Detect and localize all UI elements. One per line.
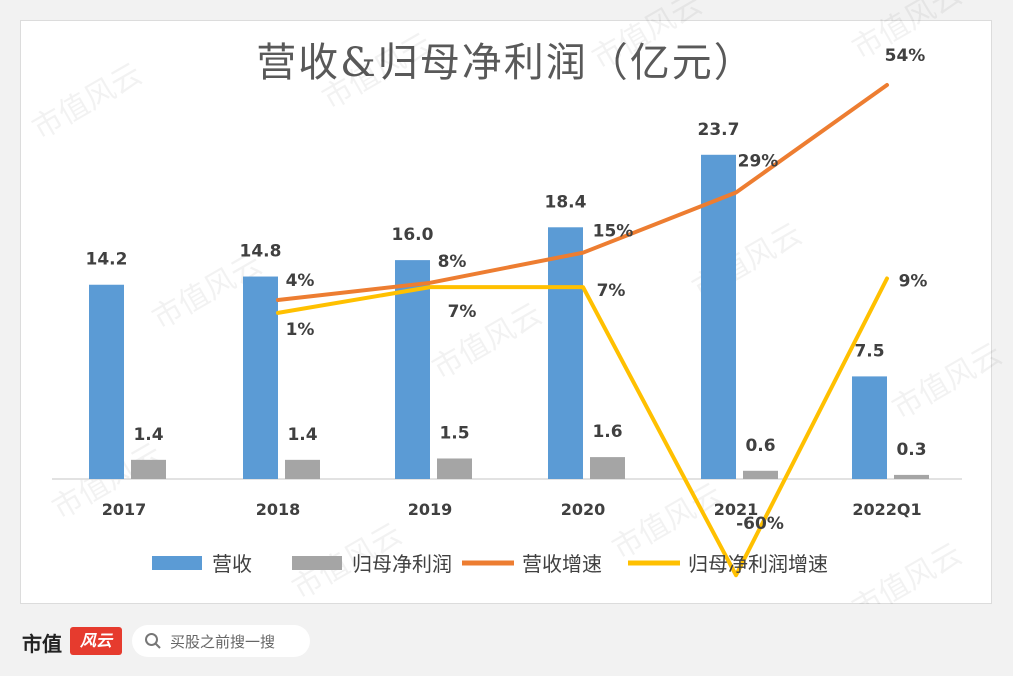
bar-revenue-label: 7.5 — [854, 341, 884, 361]
bar-profit — [743, 470, 778, 479]
legend-label: 归母净利润增速 — [688, 552, 828, 576]
bar-profit — [894, 474, 929, 479]
legend-swatch — [292, 556, 342, 570]
profit-growth-label: 1% — [286, 320, 315, 340]
watermark-text: 市值风云 — [317, 27, 438, 117]
bar-revenue — [395, 260, 430, 479]
bar-profit — [437, 458, 472, 479]
bar-revenue-label: 14.2 — [86, 250, 128, 270]
bar-revenue — [243, 276, 278, 479]
search-placeholder: 买股之前搜一搜 — [170, 633, 276, 651]
bar-revenue-label: 23.7 — [698, 120, 740, 140]
x-tick-label: 2021 — [714, 500, 759, 519]
profit-growth-line — [276, 276, 889, 578]
revenue-growth-label: 54% — [885, 46, 926, 66]
revenue-growth-label: 4% — [286, 271, 315, 291]
watermark-text: 市值风云 — [427, 297, 548, 387]
brand-name[interactable]: 市值 — [22, 632, 62, 656]
bar-profit-label: 0.3 — [896, 440, 926, 460]
watermark-text: 市值风云 — [587, 0, 708, 77]
x-tick-label: 2022Q1 — [852, 500, 921, 519]
profit-growth-label: 9% — [899, 272, 928, 292]
x-tick-label: 2020 — [561, 500, 606, 519]
bar-revenue — [852, 376, 887, 479]
bar-profit-label: 1.5 — [439, 423, 469, 443]
legend-label: 营收增速 — [522, 552, 602, 576]
search-box[interactable]: 买股之前搜一搜 — [132, 625, 310, 657]
bar-profit-label: 1.6 — [592, 422, 622, 442]
profit-growth-label: 7% — [597, 281, 626, 301]
legend-label: 归母净利润 — [352, 552, 452, 576]
x-tick-label: 2017 — [102, 500, 147, 519]
bar-revenue — [701, 154, 736, 479]
bar-profit-label: 0.6 — [745, 436, 775, 456]
revenue-growth-label: 29% — [738, 152, 779, 172]
revenue-growth-label: 15% — [593, 222, 634, 242]
x-tick-label: 2019 — [408, 500, 453, 519]
watermark-text: 市值风云 — [27, 57, 148, 147]
profit-growth-label: 7% — [448, 302, 477, 322]
bar-revenue-label: 14.8 — [240, 242, 282, 262]
legend-swatch — [152, 556, 202, 570]
bar-profit — [285, 459, 320, 479]
revenue-growth-label: 8% — [438, 252, 467, 272]
bar-revenue-label: 18.4 — [545, 192, 587, 212]
bar-profit — [131, 459, 166, 479]
bar-profit-label: 1.4 — [287, 425, 317, 445]
profit-growth-label: -60% — [736, 514, 784, 534]
chart-title: 营收&归母净利润（亿元） — [256, 40, 756, 86]
bar-revenue-label: 16.0 — [392, 225, 434, 245]
bar-revenue — [548, 227, 583, 479]
bar-profit — [590, 457, 625, 479]
brand-logo[interactable]: 风云 — [70, 627, 122, 655]
chart-card — [20, 20, 992, 604]
revenue-growth-line — [276, 83, 889, 302]
watermark-text: 市值风云 — [887, 337, 1008, 427]
bar-profit-label: 1.4 — [133, 425, 163, 445]
legend-label: 营收 — [212, 552, 252, 576]
bar-revenue — [89, 284, 124, 479]
x-tick-label: 2018 — [256, 500, 301, 519]
search-icon — [145, 633, 161, 649]
